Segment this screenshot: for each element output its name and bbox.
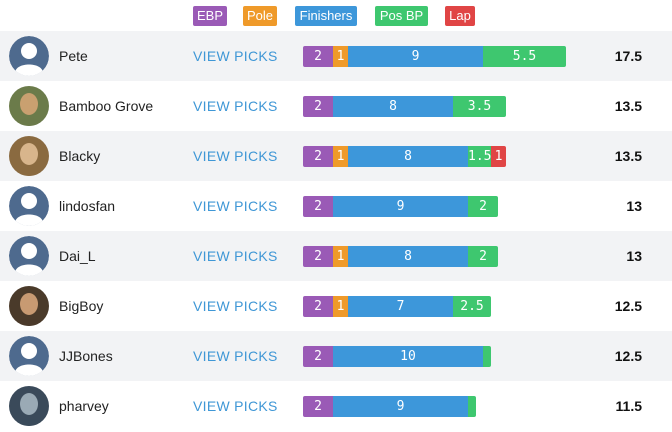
bar-segment-pole: 1 — [333, 246, 348, 267]
player-name: lindosfan — [59, 198, 116, 214]
bar-segment-ebp: 2 — [303, 396, 333, 417]
bar-segment-finishers: 7 — [348, 296, 453, 317]
points-bar: 2 1 9 5.5 — [303, 46, 566, 67]
player-name: JJBones — [59, 348, 113, 364]
total-points: 13 — [626, 198, 642, 214]
bar-segment-finishers: 8 — [333, 96, 453, 117]
total-points: 13.5 — [614, 98, 642, 114]
legend: EBP Pole Finishers Pos BP Lap — [0, 6, 672, 26]
default-avatar-icon — [9, 236, 49, 276]
leaderboard-row: JJBones VIEW PICKS 2 10 12.5 — [0, 331, 672, 381]
photo-avatar-icon — [9, 286, 49, 326]
leaderboard-row: Pete VIEW PICKS 2 1 9 5.5 17.5 — [0, 31, 672, 81]
default-avatar-icon — [9, 186, 49, 226]
bar-segment-finishers: 8 — [348, 146, 468, 167]
bar-segment-finishers: 9 — [333, 396, 468, 417]
bar-segment-pole: 1 — [333, 296, 348, 317]
total-points: 12.5 — [614, 348, 642, 364]
total-points: 13 — [626, 248, 642, 264]
bar-segment-pos-bp: 2 — [468, 196, 498, 217]
legend-ebp: EBP — [193, 6, 228, 26]
player-name: Dai_L — [59, 248, 96, 264]
photo-avatar-icon — [9, 386, 49, 426]
points-bar: 2 1 8 1.5 1 — [303, 146, 506, 167]
bar-segment-finishers: 9 — [348, 46, 483, 67]
leaderboard-row: Bamboo Grove VIEW PICKS 2 8 3.5 13.5 — [0, 81, 672, 131]
bar-segment-finishers: 10 — [333, 346, 483, 367]
photo-avatar-icon — [9, 86, 49, 126]
bar-segment-pos-bp — [483, 346, 491, 367]
view-picks-link[interactable]: VIEW PICKS — [193, 148, 278, 164]
bar-segment-pos-bp: 5.5 — [483, 46, 566, 67]
player-name: pharvey — [59, 398, 109, 414]
bar-segment-pos-bp: 3.5 — [453, 96, 506, 117]
bar-segment-pos-bp: 2.5 — [453, 296, 491, 317]
leaderboard-row: Dai_L VIEW PICKS 2 1 8 2 13 — [0, 231, 672, 281]
total-points: 11.5 — [615, 398, 642, 414]
bar-segment-ebp: 2 — [303, 246, 333, 267]
points-bar: 2 8 3.5 — [303, 96, 506, 117]
points-bar: 2 1 7 2.5 — [303, 296, 491, 317]
bar-segment-ebp: 2 — [303, 296, 333, 317]
player-name: Pete — [59, 48, 88, 64]
default-avatar-icon — [9, 336, 49, 376]
bar-segment-ebp: 2 — [303, 146, 333, 167]
points-bar: 2 10 — [303, 346, 491, 367]
legend-pole: Pole — [243, 6, 278, 26]
view-picks-link[interactable]: VIEW PICKS — [193, 398, 278, 414]
bar-segment-ebp: 2 — [303, 96, 333, 117]
bar-segment-pole: 1 — [333, 146, 348, 167]
bar-segment-ebp: 2 — [303, 196, 333, 217]
leaderboard-list: Pete VIEW PICKS 2 1 9 5.5 17.5 Bamboo Grove VIEW… — [0, 31, 672, 431]
player-name: Bamboo Grove — [59, 98, 154, 114]
leaderboard-row: BigBoy VIEW PICKS 2 1 7 2.5 12.5 — [0, 281, 672, 331]
bar-segment-ebp: 2 — [303, 346, 333, 367]
view-picks-link[interactable]: VIEW PICKS — [193, 198, 278, 214]
bar-segment-pole: 1 — [333, 46, 348, 67]
bar-segment-finishers: 8 — [348, 246, 468, 267]
total-points: 17.5 — [614, 48, 642, 64]
total-points: 12.5 — [614, 298, 642, 314]
view-picks-link[interactable]: VIEW PICKS — [193, 298, 278, 314]
default-avatar-icon — [9, 36, 49, 76]
bar-segment-ebp: 2 — [303, 46, 333, 67]
legend-lap: Lap — [445, 6, 475, 26]
leaderboard-row: Blacky VIEW PICKS 2 1 8 1.5 1 13.5 — [0, 131, 672, 181]
leaderboard-row: lindosfan VIEW PICKS 2 9 2 13 — [0, 181, 672, 231]
legend-pos-bp: Pos BP — [375, 6, 428, 26]
view-picks-link[interactable]: VIEW PICKS — [193, 98, 278, 114]
leaderboard-row: pharvey VIEW PICKS 2 9 11.5 — [0, 381, 672, 431]
photo-avatar-icon — [9, 136, 49, 176]
view-picks-link[interactable]: VIEW PICKS — [193, 48, 278, 64]
bar-segment-pos-bp — [468, 396, 476, 417]
legend-finishers: Finishers — [295, 6, 357, 26]
bar-segment-pos-bp: 1.5 — [468, 146, 491, 167]
total-points: 13.5 — [614, 148, 642, 164]
player-name: Blacky — [59, 148, 101, 164]
bar-segment-finishers: 9 — [333, 196, 468, 217]
player-name: BigBoy — [59, 298, 104, 314]
view-picks-link[interactable]: VIEW PICKS — [193, 348, 278, 364]
view-picks-link[interactable]: VIEW PICKS — [193, 248, 278, 264]
bar-segment-pos-bp: 2 — [468, 246, 498, 267]
bar-segment-lap: 1 — [491, 146, 506, 167]
